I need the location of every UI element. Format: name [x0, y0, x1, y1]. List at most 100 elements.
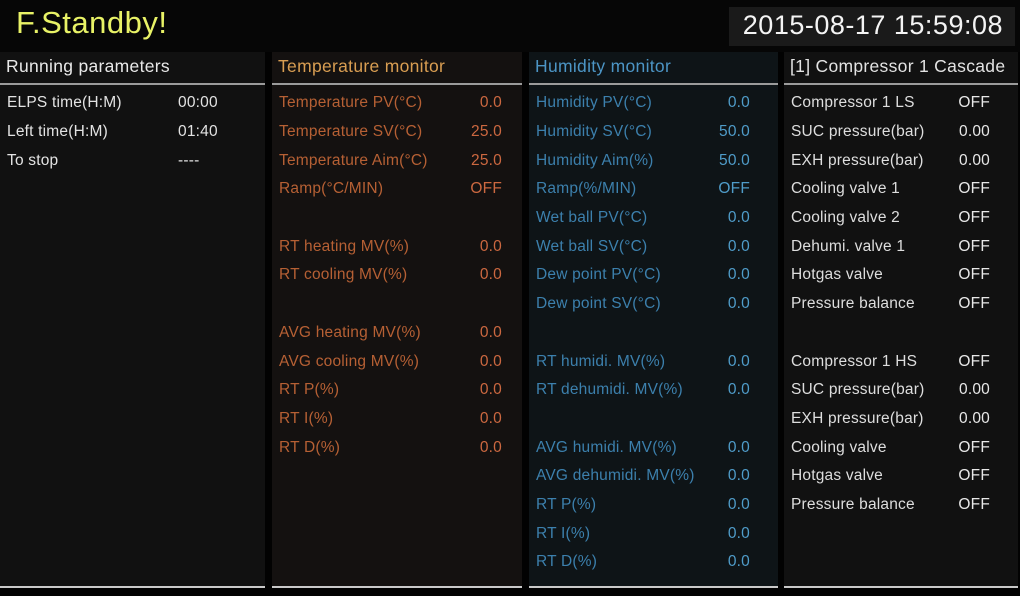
monitor-row: RT D(%) 0.0 [272, 433, 522, 462]
row-label: RT D(%) [279, 438, 341, 456]
row-label: To stop [7, 151, 59, 169]
monitor-row: Pressure balance OFF [784, 290, 1018, 319]
monitor-row: Dew point SV(°C) 0.0 [529, 290, 778, 319]
row-label: AVG cooling MV(%) [279, 352, 420, 370]
monitor-row: RT humidi. MV(%) 0.0 [529, 347, 778, 376]
monitor-row: AVG cooling MV(%) 0.0 [272, 347, 522, 376]
row-label: EXH pressure(bar) [791, 151, 924, 169]
monitor-row: RT I(%) 0.0 [272, 405, 522, 434]
monitor-row: Wet ball PV(°C) 0.0 [529, 204, 778, 233]
row-value: 0.0 [479, 438, 502, 456]
row-label: Wet ball SV(°C) [536, 237, 648, 255]
row-value: 0.00 [959, 381, 990, 399]
row-value: 0.0 [727, 94, 750, 112]
row-value: 0.0 [727, 524, 750, 542]
row-label: RT heating MV(%) [279, 237, 410, 255]
monitor-row: Cooling valve OFF [784, 433, 1018, 462]
monitor-row: RT P(%) 0.0 [529, 491, 778, 520]
monitor-row: Cooling valve 1 OFF [784, 175, 1018, 204]
monitor-row: AVG dehumidi. MV(%) 0.0 [529, 462, 778, 491]
row-spacer [784, 319, 1018, 348]
row-label: Temperature PV(°C) [279, 94, 423, 112]
row-label: Cooling valve [791, 438, 887, 456]
temperature-monitor-rows: Temperature PV(°C) 0.0 Temperature SV(°C) 2… [272, 85, 522, 462]
row-value: 0.00 [959, 123, 990, 141]
row-value: 50.0 [719, 151, 750, 169]
row-value: 50.0 [719, 123, 750, 141]
row-label: Left time(H:M) [7, 123, 108, 141]
row-label: EXH pressure(bar) [791, 409, 924, 427]
panel-temperature-monitor: Temperature monitor Temperature PV(°C) 0.… [272, 52, 522, 588]
monitor-row: Humidity SV(°C) 50.0 [529, 118, 778, 147]
top-status-bar: F.Standby! 2015-08-17 15:59:08 [0, 0, 1020, 52]
monitor-row: RT dehumidi. MV(%) 0.0 [529, 376, 778, 405]
row-value: 0.0 [727, 295, 750, 313]
row-value: 01:40 [178, 123, 218, 141]
row-label: RT dehumidi. MV(%) [536, 381, 683, 399]
row-value: 25.0 [471, 123, 502, 141]
monitor-row: Temperature Aim(°C) 25.0 [272, 146, 522, 175]
row-label: RT D(%) [536, 553, 598, 571]
row-value: 0.0 [727, 266, 750, 284]
row-label: Hotgas valve [791, 266, 884, 284]
row-value: OFF [958, 352, 990, 370]
monitor-row: Humidity Aim(%) 50.0 [529, 146, 778, 175]
row-label: RT cooling MV(%) [279, 266, 408, 284]
monitor-row: ELPS time(H:M) 00:00 [0, 89, 265, 118]
row-label: Pressure balance [791, 295, 915, 313]
monitor-row: RT I(%) 0.0 [529, 519, 778, 548]
row-value: OFF [958, 295, 990, 313]
row-label: RT I(%) [279, 409, 334, 427]
row-value: 0.0 [727, 352, 750, 370]
monitor-row: Dehumi. valve 1 OFF [784, 232, 1018, 261]
monitor-row: SUC pressure(bar) 0.00 [784, 118, 1018, 147]
running-parameters-rows: ELPS time(H:M) 00:00 Left time(H:M) 01:40 To… [0, 85, 265, 175]
monitor-row: Wet ball SV(°C) 0.0 [529, 232, 778, 261]
panel-humidity-monitor: Humidity monitor Humidity PV(°C) 0.0 Humid… [529, 52, 778, 588]
row-value: 0.0 [479, 323, 502, 341]
monitor-row: SUC pressure(bar) 0.00 [784, 376, 1018, 405]
row-label: Temperature SV(°C) [279, 123, 423, 141]
row-spacer [529, 405, 778, 434]
row-value: 25.0 [471, 151, 502, 169]
row-label: Dew point SV(°C) [536, 295, 661, 313]
monitor-row: Humidity PV(°C) 0.0 [529, 89, 778, 118]
row-value: OFF [958, 438, 990, 456]
monitor-row: RT heating MV(%) 0.0 [272, 232, 522, 261]
row-label: SUC pressure(bar) [791, 381, 925, 399]
row-label: AVG dehumidi. MV(%) [536, 467, 695, 485]
row-value: 0.0 [479, 381, 502, 399]
machine-status-text: F.Standby! [16, 5, 168, 40]
monitor-row: Ramp(°C/MIN) OFF [272, 175, 522, 204]
row-value: 0.0 [727, 438, 750, 456]
monitor-row: Ramp(%/MIN) OFF [529, 175, 778, 204]
row-label: ELPS time(H:M) [7, 94, 122, 112]
row-value: OFF [958, 209, 990, 227]
row-value: 0.0 [479, 352, 502, 370]
row-value: OFF [958, 237, 990, 255]
row-label: Humidity SV(°C) [536, 123, 652, 141]
row-value: OFF [958, 495, 990, 513]
datetime-text: 2015-08-17 15:59:08 [742, 10, 1003, 40]
row-value: OFF [718, 180, 750, 198]
row-label: Humidity Aim(%) [536, 151, 654, 169]
row-value: 0.0 [479, 94, 502, 112]
row-label: Cooling valve 2 [791, 209, 900, 227]
row-value: OFF [958, 467, 990, 485]
row-value: 0.0 [479, 237, 502, 255]
row-value: 0.00 [959, 151, 990, 169]
row-value: OFF [958, 266, 990, 284]
row-value: 0.0 [727, 467, 750, 485]
row-value: OFF [470, 180, 502, 198]
monitor-row: Temperature PV(°C) 0.0 [272, 89, 522, 118]
panel-running-parameters: Running parameters ELPS time(H:M) 00:00 Le… [0, 52, 265, 588]
monitor-row: EXH pressure(bar) 0.00 [784, 405, 1018, 434]
row-label: SUC pressure(bar) [791, 123, 925, 141]
monitor-row: Compressor 1 LS OFF [784, 89, 1018, 118]
row-value: OFF [958, 180, 990, 198]
monitor-row: Compressor 1 HS OFF [784, 347, 1018, 376]
row-label: AVG humidi. MV(%) [536, 438, 677, 456]
row-label: Wet ball PV(°C) [536, 209, 648, 227]
monitor-row: Left time(H:M) 01:40 [0, 118, 265, 147]
row-spacer [272, 204, 522, 233]
